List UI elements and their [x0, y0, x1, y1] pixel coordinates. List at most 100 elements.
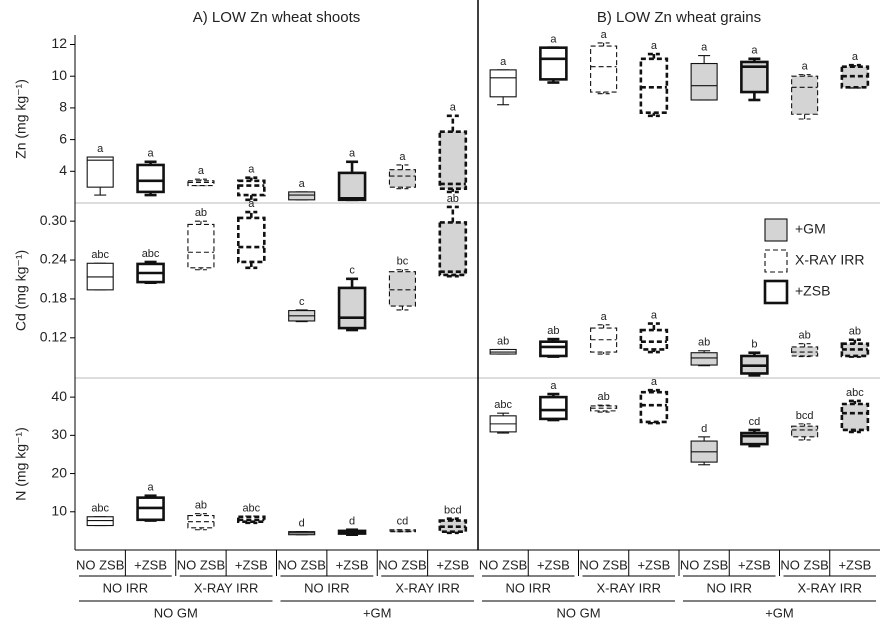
- significance-label: a: [550, 380, 557, 392]
- legend-swatch: [763, 279, 789, 305]
- x-tick-label: NO ZSB: [177, 557, 225, 572]
- significance-label: a: [349, 148, 356, 160]
- box: [187, 180, 215, 187]
- significance-label: a: [248, 164, 255, 176]
- significance-label: ab: [547, 325, 559, 337]
- group-label: NO IRR: [304, 580, 350, 595]
- x-tick-label: NO ZSB: [277, 557, 325, 572]
- box: [690, 62, 718, 101]
- significance-label: ab: [195, 500, 207, 512]
- group-label: NO IRR: [707, 580, 753, 595]
- y-tick-label: 10: [51, 502, 67, 518]
- legend-swatch: [764, 218, 788, 242]
- significance-label: ab: [497, 335, 509, 347]
- box: [237, 216, 266, 264]
- significance-label: d: [349, 516, 355, 528]
- x-tick-label: NO ZSB: [378, 557, 426, 572]
- significance-label: a: [198, 165, 205, 177]
- significance-label: a: [450, 102, 457, 114]
- x-tick-label: NO ZSB: [780, 557, 828, 572]
- significance-label: abc: [494, 399, 512, 411]
- significance-label: a: [701, 42, 708, 54]
- group-label: X-RAY IRR: [596, 580, 661, 595]
- x-tick-label: NO ZSB: [579, 557, 627, 572]
- significance-label: a: [399, 151, 406, 163]
- significance-label: ab: [849, 326, 861, 338]
- significance-label: a: [148, 482, 155, 494]
- box: [237, 179, 266, 197]
- box: [590, 45, 618, 93]
- y-tick-label: 4: [59, 162, 67, 178]
- box: [86, 156, 114, 188]
- box: [337, 286, 367, 330]
- y-tick-label: 40: [51, 388, 67, 404]
- significance-label: abc: [846, 387, 864, 399]
- y-tick-label: 10: [51, 67, 67, 83]
- significance-label: ab: [799, 330, 811, 342]
- box: [791, 425, 819, 438]
- significance-label: a: [550, 34, 557, 46]
- box: [388, 271, 416, 307]
- box: [187, 223, 215, 269]
- group-label: X-RAY IRR: [797, 580, 862, 595]
- x-tick-label: +ZSB: [738, 557, 771, 572]
- y-tick-label: 0.30: [40, 212, 67, 228]
- y-axis-label: Cd (mg kg⁻¹): [13, 250, 29, 331]
- box: [438, 221, 468, 277]
- x-tick-label: NO ZSB: [76, 557, 124, 572]
- significance-label: a: [751, 45, 758, 57]
- group-label: X-RAY IRR: [395, 580, 460, 595]
- x-tick-label: +ZSB: [537, 557, 570, 572]
- significance-label: ab: [598, 391, 610, 403]
- box: [840, 402, 870, 432]
- box: [791, 346, 819, 357]
- supergroup-label: +GM: [363, 605, 392, 620]
- box: [337, 171, 367, 202]
- y-tick-label: 6: [59, 130, 67, 146]
- significance-label: a: [651, 40, 658, 52]
- x-tick-label: +ZSB: [235, 557, 268, 572]
- x-tick-label: +ZSB: [637, 557, 670, 572]
- significance-label: a: [97, 143, 104, 155]
- y-tick-label: 30: [51, 426, 67, 442]
- box: [690, 352, 718, 366]
- y-tick-label: 0.24: [40, 251, 67, 267]
- y-tick-label: 8: [59, 99, 67, 115]
- significance-label: b: [751, 339, 757, 351]
- y-axis-label: Zn (mg kg⁻¹): [13, 79, 29, 159]
- group-label: NO IRR: [103, 580, 149, 595]
- supergroup-label: +GM: [765, 605, 794, 620]
- significance-label: abc: [91, 503, 109, 515]
- panel-title: A) LOW Zn wheat shoots: [193, 9, 361, 26]
- supergroup-label: NO GM: [154, 605, 198, 620]
- significance-label: abc: [142, 248, 160, 260]
- significance-label: a: [601, 29, 608, 41]
- significance-label: d: [701, 423, 707, 435]
- y-tick-label: 0.18: [40, 290, 67, 306]
- significance-label: a: [802, 61, 809, 73]
- box: [86, 516, 114, 527]
- significance-label: a: [299, 178, 306, 190]
- legend-label: +GM: [795, 221, 826, 237]
- box: [136, 163, 165, 194]
- y-tick-label: 12: [51, 35, 67, 51]
- significance-label: ab: [195, 207, 207, 219]
- legend-label: +ZSB: [795, 283, 830, 299]
- box: [438, 130, 468, 191]
- x-tick-label: +ZSB: [134, 557, 167, 572]
- significance-label: c: [349, 265, 355, 277]
- x-tick-label: +ZSB: [838, 557, 871, 572]
- y-axis-label: N (mg kg⁻¹): [13, 427, 29, 501]
- box: [388, 169, 416, 188]
- box: [539, 46, 568, 81]
- significance-label: abc: [242, 503, 260, 515]
- significance-label: a: [601, 311, 608, 323]
- box: [791, 75, 819, 115]
- significance-label: cd: [749, 416, 761, 428]
- panel-title: B) LOW Zn wheat grains: [597, 9, 761, 26]
- significance-label: bcd: [444, 505, 462, 517]
- box: [489, 69, 517, 98]
- box: [539, 340, 568, 358]
- y-tick-label: 0.12: [40, 329, 67, 345]
